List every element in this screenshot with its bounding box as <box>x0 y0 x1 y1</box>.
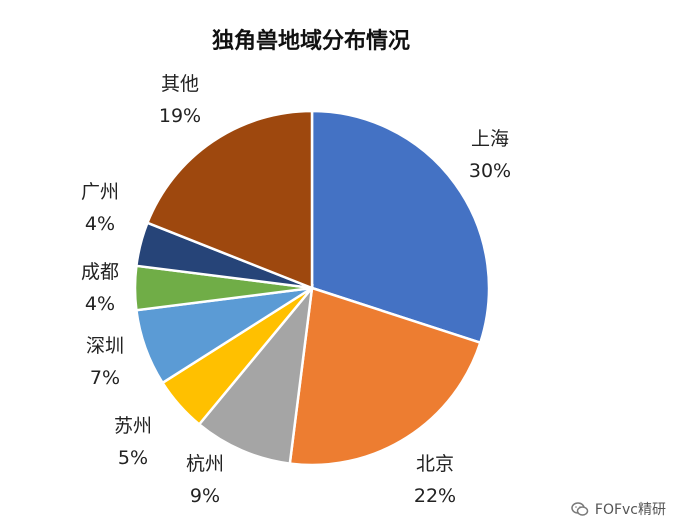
watermark: FOFvc精研 <box>571 499 666 519</box>
slice-label-value: 9% <box>190 485 220 507</box>
slice-label-value: 5% <box>118 447 148 469</box>
slice-label-value: 7% <box>90 367 120 389</box>
slice-label-value: 30% <box>469 160 511 182</box>
slice-label-name: 上海 <box>471 128 509 150</box>
slice-label-name: 广州 <box>81 181 119 203</box>
pie-slice-1 <box>310 109 491 345</box>
pie-slices <box>133 109 491 467</box>
slice-label-value: 19% <box>159 105 201 127</box>
slice-label-name: 北京 <box>416 453 454 475</box>
slice-label-name: 杭州 <box>186 453 224 475</box>
slice-label-name: 成都 <box>81 261 119 283</box>
pie-slice-8 <box>145 109 314 290</box>
slice-label-value: 4% <box>85 213 115 235</box>
slice-label-value: 22% <box>414 485 456 507</box>
wechat-icon <box>571 500 589 518</box>
slice-label-value: 4% <box>85 293 115 315</box>
pie-slice-2 <box>288 286 482 467</box>
slice-labels: 上海 30% 北京 22% 杭州 9% 苏州 5% 深圳 7% 成都 4% 广州 4% 其他 19% <box>81 73 511 507</box>
chart-title: 独角兽地域分布情况 <box>212 28 410 54</box>
slice-label-name: 深圳 <box>86 335 124 357</box>
pie-slice-3 <box>197 283 314 466</box>
slice-label-name: 其他 <box>161 73 199 95</box>
watermark-text: FOFvc精研 <box>594 502 666 518</box>
slice-label-name: 苏州 <box>114 415 152 437</box>
